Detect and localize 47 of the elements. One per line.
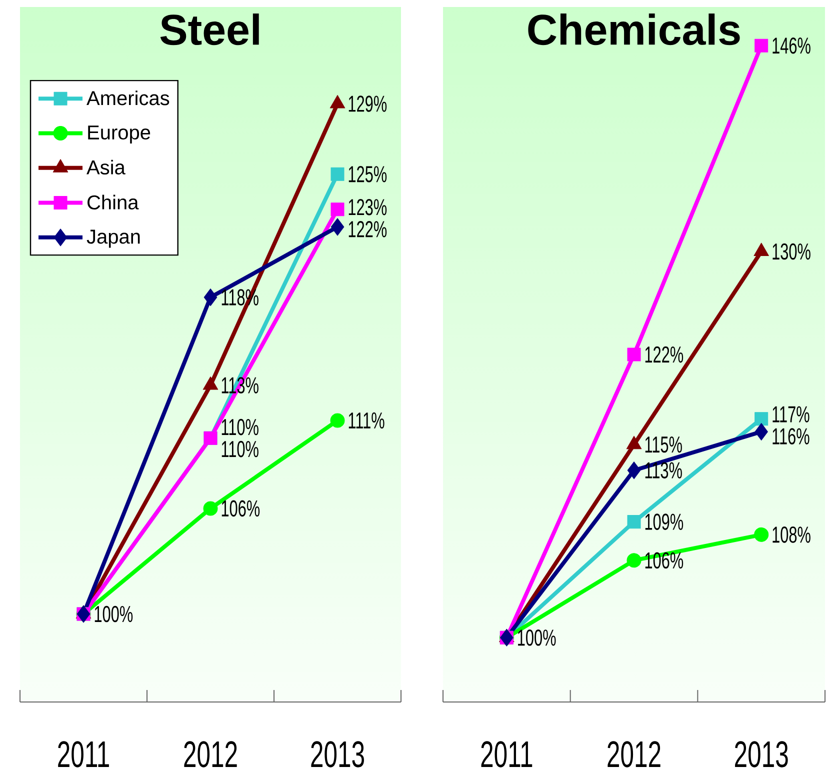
legend-label: Europe xyxy=(88,126,150,144)
data-label: 100% xyxy=(518,630,556,646)
data-label: 129% xyxy=(348,96,387,112)
chart-title: Chemicals xyxy=(528,14,740,46)
point xyxy=(754,38,768,52)
point xyxy=(204,288,218,306)
data-label: 110% xyxy=(222,440,258,458)
data-label: 110% xyxy=(222,418,258,436)
data-label: 111% xyxy=(348,412,384,429)
x-tick-label: 2013 xyxy=(735,741,788,768)
data-label: 106% xyxy=(222,500,260,517)
point xyxy=(330,202,344,216)
x-tick-label: 2011 xyxy=(481,741,532,768)
point xyxy=(330,167,344,181)
data-label: 123% xyxy=(348,198,387,216)
x-tick-label: 2013 xyxy=(311,741,364,768)
point xyxy=(627,348,641,362)
data-label: 130% xyxy=(772,243,810,260)
point xyxy=(754,412,768,426)
data-label: 146% xyxy=(772,37,810,54)
data-label: 116% xyxy=(772,428,810,444)
data-label: 122% xyxy=(645,346,684,363)
point xyxy=(627,462,641,480)
x-tick-label: 2011 xyxy=(58,741,109,768)
data-label: 122% xyxy=(348,221,387,238)
point xyxy=(626,553,642,568)
data-label: 100% xyxy=(94,606,133,622)
data-label: 106% xyxy=(645,552,684,569)
point xyxy=(754,422,768,440)
x-tick-label: 2012 xyxy=(184,741,237,768)
data-label: 125% xyxy=(348,166,387,182)
legend-label: Asia xyxy=(86,160,126,174)
x-tick-label: 2012 xyxy=(608,741,660,768)
data-label: 108% xyxy=(772,526,810,543)
data-label: 115% xyxy=(645,436,682,453)
chart-title: Steel xyxy=(160,14,259,46)
point xyxy=(330,413,345,428)
data-label: 109% xyxy=(645,514,684,530)
legend-label: Japan xyxy=(86,230,140,248)
point xyxy=(627,515,641,529)
data-label: 117% xyxy=(772,406,810,422)
point xyxy=(203,501,218,516)
legend-label: China xyxy=(88,194,139,210)
data-label: 113% xyxy=(645,462,682,478)
point xyxy=(330,218,344,236)
legend-label: Americas xyxy=(86,90,170,106)
point xyxy=(754,527,769,542)
